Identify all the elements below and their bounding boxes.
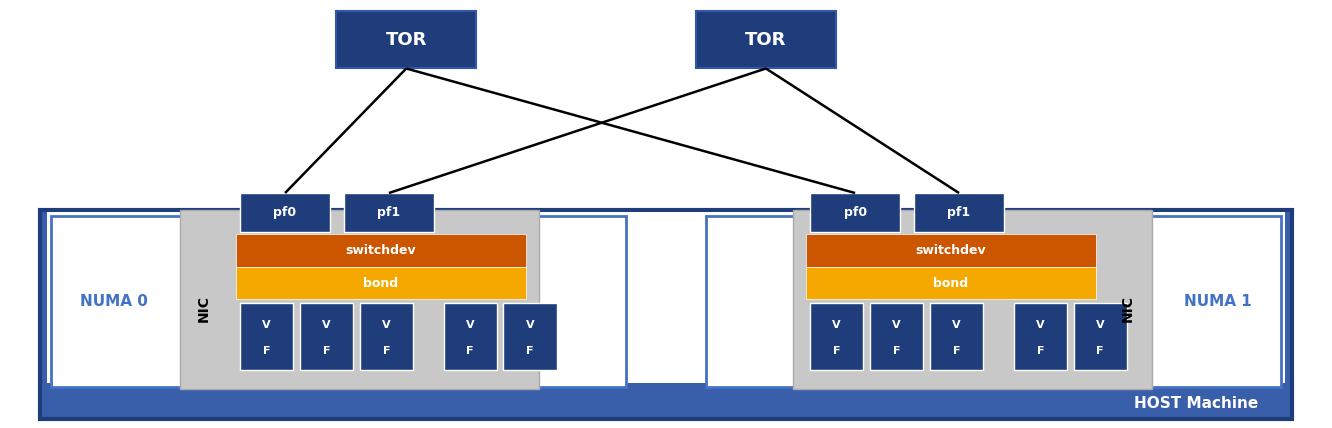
Bar: [870, 303, 923, 370]
Text: NUMA 1: NUMA 1: [1184, 294, 1252, 309]
Text: HOST Machine: HOST Machine: [1135, 395, 1259, 410]
Text: V: V: [526, 320, 534, 330]
Bar: [40, 210, 1292, 419]
Bar: [344, 193, 434, 232]
Text: F: F: [322, 346, 330, 356]
Text: bond: bond: [364, 276, 398, 290]
Text: F: F: [382, 346, 390, 356]
Bar: [336, 11, 476, 68]
Bar: [47, 212, 1285, 383]
Bar: [914, 193, 1004, 232]
Text: V: V: [892, 320, 900, 330]
Text: V: V: [262, 320, 270, 330]
Bar: [930, 303, 983, 370]
Text: V: V: [322, 320, 330, 330]
Text: pf1: pf1: [377, 206, 401, 219]
Bar: [360, 303, 413, 370]
Text: pf1: pf1: [947, 206, 971, 219]
Bar: [806, 234, 1096, 267]
Text: switchdev: switchdev: [345, 244, 417, 257]
Text: F: F: [832, 346, 840, 356]
Text: bond: bond: [934, 276, 968, 290]
Text: pf0: pf0: [843, 206, 867, 219]
Bar: [240, 303, 293, 370]
Bar: [810, 303, 863, 370]
Text: V: V: [832, 320, 840, 330]
Text: F: F: [526, 346, 534, 356]
Text: F: F: [892, 346, 900, 356]
Text: V: V: [952, 320, 960, 330]
Text: NIC: NIC: [197, 295, 210, 322]
Text: V: V: [466, 320, 474, 330]
Text: V: V: [382, 320, 390, 330]
Text: NUMA 0: NUMA 0: [80, 294, 148, 309]
Bar: [180, 210, 539, 389]
Bar: [1074, 303, 1127, 370]
Bar: [444, 303, 497, 370]
Bar: [695, 11, 836, 68]
Text: NIC: NIC: [1122, 295, 1135, 322]
Text: F: F: [262, 346, 270, 356]
Text: F: F: [1096, 346, 1104, 356]
Text: V: V: [1096, 320, 1104, 330]
Text: switchdev: switchdev: [915, 244, 987, 257]
Bar: [503, 303, 557, 370]
Bar: [1014, 303, 1067, 370]
Bar: [793, 210, 1152, 389]
Bar: [706, 216, 1281, 387]
Bar: [300, 303, 353, 370]
Bar: [240, 193, 330, 232]
Text: F: F: [952, 346, 960, 356]
Bar: [236, 267, 526, 299]
Text: F: F: [1036, 346, 1044, 356]
Bar: [810, 193, 900, 232]
Bar: [236, 234, 526, 267]
Bar: [51, 216, 626, 387]
Text: TOR: TOR: [745, 30, 787, 49]
Bar: [806, 267, 1096, 299]
Text: TOR: TOR: [385, 30, 428, 49]
Text: V: V: [1036, 320, 1044, 330]
Text: F: F: [466, 346, 474, 356]
Text: pf0: pf0: [273, 206, 297, 219]
